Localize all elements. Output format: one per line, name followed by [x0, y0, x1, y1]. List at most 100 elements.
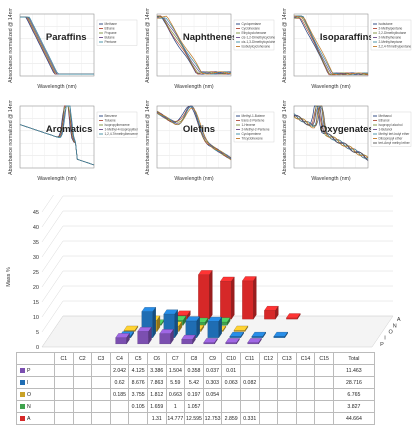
bar-P-C9	[225, 337, 240, 345]
table-cell	[295, 388, 316, 401]
table-cell: 0.054	[202, 388, 223, 401]
table-cell	[277, 376, 297, 389]
y-axis-label: Absorbance normalized @ 14nm	[8, 100, 14, 175]
y-tick-label: 0	[36, 345, 39, 351]
y-tick-label: 45	[33, 210, 39, 216]
table-cell	[54, 376, 74, 389]
bar-P-C10	[247, 337, 262, 345]
bar-I-C8	[207, 316, 223, 339]
legend-entry: Butane	[105, 36, 115, 40]
table-cell: 0.01	[221, 364, 241, 377]
table-cell: 0.063	[221, 376, 241, 389]
column-header: C4	[109, 352, 130, 365]
table-cell	[54, 364, 74, 377]
table-cell: 2.859	[221, 412, 241, 425]
table-cell: 14.777	[165, 412, 186, 425]
gridline	[41, 225, 64, 258]
y-axis-label: Absorbance normalized @ 14nm	[8, 8, 14, 83]
table-cell	[314, 412, 334, 425]
panel-isoparaffins: Isoparaffins Absorbance normalized @ 14nm…	[280, 8, 412, 92]
row-header: I	[16, 376, 55, 389]
bar-I-C7	[185, 316, 201, 339]
table-row: I 0.62 8.676 7.863 5.59 5.42 0.303 0.063 0.082 28…	[16, 376, 375, 389]
mass-percent-table: C1 C2 C3 C4 C5 C6 C7 C8 C9 C10 C11 C12 C13 C14 C15 Tota…	[16, 352, 375, 425]
column-header: C5	[128, 352, 148, 365]
x-axis-label: Wavelength (nm)	[174, 84, 214, 90]
panel-paraffins: Paraffins Absorbance normalized @ 14nm Wav…	[6, 8, 138, 92]
gridline	[41, 195, 64, 228]
panel-title: Paraffins	[46, 32, 87, 43]
column-header: C13	[277, 352, 297, 365]
series-line-6	[293, 105, 369, 158]
table-cell: 1.31	[146, 412, 167, 425]
legend-entry: 2,2,4-Trimethylpentane	[379, 45, 412, 49]
row-color-swatch	[20, 379, 25, 385]
column-header: C7	[165, 352, 186, 365]
table-cell: 0.303	[202, 376, 223, 389]
table-cell: 0.358	[184, 364, 204, 377]
table-header-row: C1 C2 C3 C4 C5 C6 C7 C8 C9 C10 C11 C12 C13 C14 C15 Tota…	[16, 352, 375, 365]
legend-entry: Ethylcyclohexane	[242, 31, 267, 35]
gridline	[41, 210, 64, 243]
y-tick-label: 5	[36, 330, 39, 336]
column-header: C9	[202, 352, 223, 365]
legend-entry: Pentane	[105, 40, 117, 44]
panel-title: Olefins	[183, 124, 215, 135]
table-cell	[295, 400, 316, 413]
table-cell: 0.663	[165, 388, 186, 401]
column-header: C3	[91, 352, 111, 365]
bar-I-C5	[141, 306, 157, 339]
table-cell	[277, 400, 297, 413]
table-cell	[239, 400, 260, 413]
row-total: 3.827	[332, 400, 375, 413]
table-cell	[109, 412, 130, 425]
table-cell: 3.755	[128, 388, 148, 401]
legend-entry: Benzene	[105, 114, 118, 118]
table-cell: 1.812	[146, 388, 167, 401]
gridline	[41, 240, 64, 273]
legend-entry: Ethane	[105, 27, 115, 31]
y-axis-label: Absorbance normalized @ 14nm	[145, 100, 151, 175]
x-axis-label: Wavelength (nm)	[311, 84, 351, 90]
table-cell	[91, 388, 111, 401]
spectrum-plot: Oxygenates Absorbance normalized @ 14nm Wa…	[282, 100, 412, 182]
row-label: P	[27, 367, 31, 374]
legend-entry: Cyclohexane	[242, 27, 261, 31]
table-cell	[221, 388, 241, 401]
legend-entry: Isobutane	[379, 22, 393, 26]
table-cell	[72, 412, 93, 425]
legend-entry: 2-Methylheptane	[379, 40, 403, 44]
x-axis-label: Wavelength (nm)	[37, 84, 77, 90]
y-axis-label: Absorbance normalized @ 14nm	[282, 8, 288, 83]
bar-A-C11	[286, 313, 301, 320]
legend-entry: cis-1,2-Dimethylcyclohexane	[242, 36, 276, 40]
legend-entry: 1,2,4-Trimethylbenzene	[105, 132, 139, 136]
bar-P-C6	[159, 328, 174, 345]
table-cell: 0.037	[202, 364, 223, 377]
series-line-5	[20, 16, 94, 75]
series-line-6	[293, 15, 369, 76]
series-line-5	[156, 17, 232, 75]
depth-label-N: N	[393, 323, 397, 329]
table-cell: 12.595	[184, 412, 204, 425]
legend	[96, 19, 138, 46]
legend-entry: Cyclopentane	[242, 22, 262, 26]
legend	[233, 111, 275, 143]
table-cell	[239, 364, 260, 377]
row-color-swatch	[20, 415, 25, 421]
x-axis-label: Wavelength (nm)	[37, 176, 77, 182]
bar-A-C10	[264, 305, 279, 320]
row-label: I	[27, 379, 29, 386]
table-cell: 8.676	[128, 376, 148, 389]
depth-label-I: I	[384, 336, 386, 342]
table-cell	[202, 400, 223, 413]
panel-aromatics: Aromatics Absorbance normalized @ 14nm Wav…	[6, 100, 138, 184]
row-total: 6.765	[332, 388, 375, 401]
row-color-swatch	[20, 367, 25, 373]
series-line-6	[156, 107, 232, 161]
table-row: N 0.105 1.659 1 1.057 3.827	[16, 400, 375, 413]
column-header: C14	[295, 352, 316, 365]
legend	[96, 111, 138, 138]
